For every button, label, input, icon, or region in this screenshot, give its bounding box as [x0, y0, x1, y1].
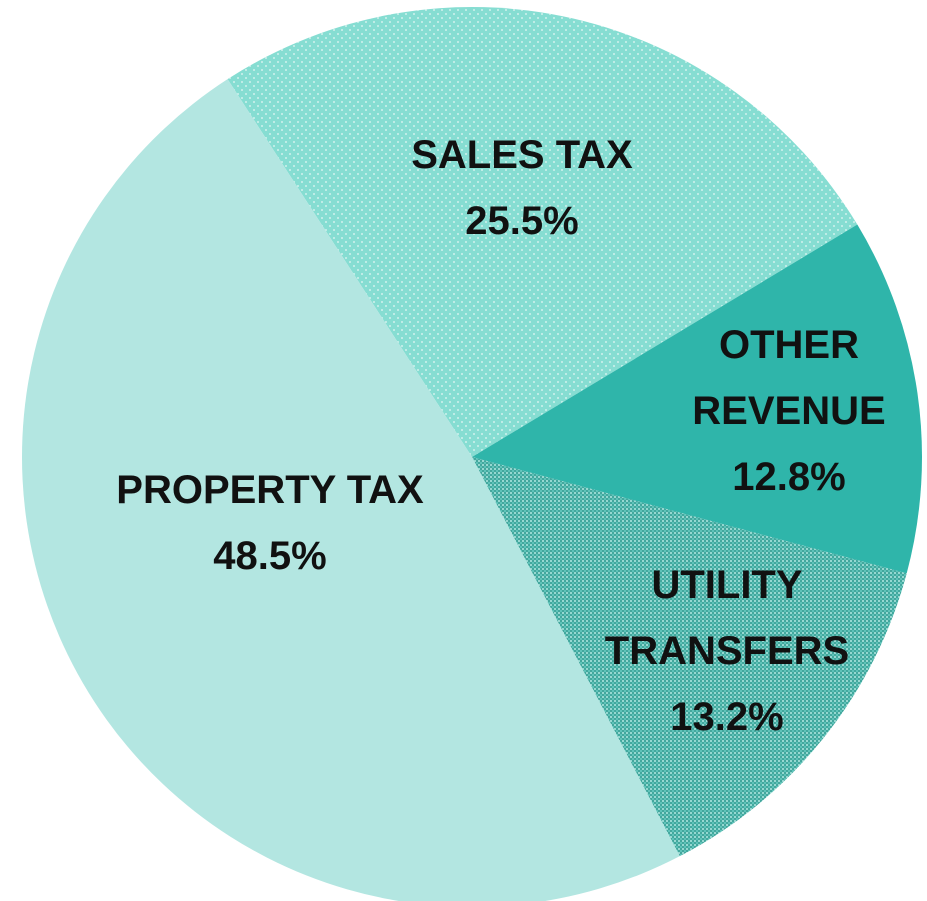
slice-label: OTHER REVENUE 12.8%: [674, 312, 904, 510]
category-label: UTILITY TRANSFERS: [604, 563, 850, 673]
value-label: 25.5%: [465, 199, 579, 243]
slice-label: PROPERTY TAX 48.5%: [70, 457, 470, 589]
category-label: PROPERTY TAX: [116, 468, 424, 512]
slice-texture: [472, 457, 907, 857]
slice-label: UTILITY TRANSFERS 13.2%: [597, 552, 857, 750]
value-label: 48.5%: [213, 534, 327, 578]
slice-texture: [227, 7, 858, 457]
slice-label: SALES TAX 25.5%: [362, 122, 682, 254]
value-label: 12.8%: [732, 455, 846, 499]
pie-slice: [472, 224, 922, 574]
value-label: 13.2%: [670, 695, 784, 739]
category-label: SALES TAX: [411, 133, 633, 177]
pie-slice: [22, 79, 680, 901]
category-label: OTHER REVENUE: [692, 323, 886, 433]
